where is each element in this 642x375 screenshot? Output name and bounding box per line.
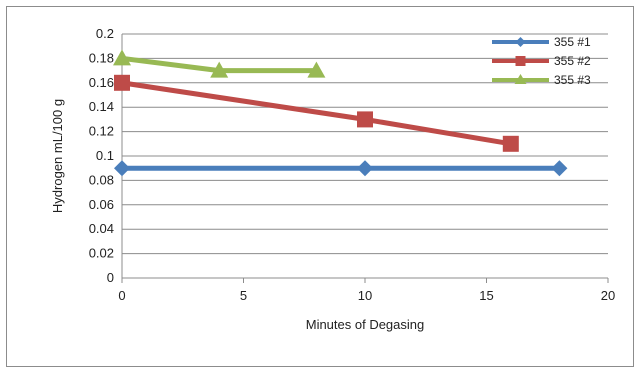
- y-tick-label: 0.06: [89, 197, 114, 212]
- data-point-triangle: [307, 61, 326, 78]
- y-tick-label: 0.12: [89, 124, 114, 139]
- data-point-square: [114, 74, 130, 91]
- y-tick-label: 0.18: [89, 50, 114, 65]
- series-3: [113, 49, 326, 78]
- x-tick-label: 15: [479, 288, 493, 303]
- data-point-diamond: [515, 37, 526, 47]
- series-2: [114, 74, 519, 152]
- data-point-triangle: [113, 49, 131, 66]
- data-point-diamond: [551, 160, 568, 177]
- series-layer: [113, 49, 568, 177]
- legend-label: 355 #1: [554, 35, 591, 49]
- y-axis-title: Hydrogen mL/100 g: [50, 99, 65, 213]
- x-axis-title: Minutes of Degasing: [306, 317, 425, 332]
- legend-entry: 355 #2: [492, 54, 591, 68]
- legend: 355 #1 355 #2 355 #3: [492, 35, 591, 87]
- axes: 0 0.02 0.04 0.06 0.08 0.1 0.12 0.14 0.16 0.18 0.2 0…: [89, 26, 616, 303]
- data-point-square: [502, 135, 519, 152]
- data-point-square: [515, 56, 526, 66]
- data-point-diamond: [114, 160, 130, 177]
- x-tick-label: 20: [601, 288, 615, 303]
- legend-label: 355 #2: [554, 54, 591, 68]
- line-chart: 0 0.02 0.04 0.06 0.08 0.1 0.12 0.14 0.16 0.18 0.2 0…: [50, 26, 616, 332]
- series-line: [121, 80, 512, 147]
- x-tick-label: 5: [240, 288, 247, 303]
- y-tick-label: 0.14: [89, 99, 114, 114]
- y-tick-label: 0.1: [96, 148, 114, 163]
- data-point-diamond: [357, 160, 373, 177]
- y-tick-label: 0: [107, 270, 114, 285]
- x-tick-label: 0: [118, 288, 125, 303]
- chart-frame: 0 0.02 0.04 0.06 0.08 0.1 0.12 0.14 0.16 0.18 0.2 0…: [6, 6, 634, 367]
- data-point-triangle: [210, 61, 229, 78]
- y-tick-label: 0.16: [89, 75, 114, 90]
- y-tick-label: 0.02: [89, 246, 114, 261]
- legend-entry: 355 #1: [492, 35, 591, 49]
- legend-label: 355 #3: [554, 73, 591, 87]
- y-tick-label: 0.04: [89, 221, 114, 236]
- y-tick-label: 0.2: [96, 26, 114, 41]
- series-1: [114, 160, 568, 177]
- x-tick-label: 10: [358, 288, 372, 303]
- data-point-square: [357, 111, 373, 128]
- data-point-triangle: [514, 74, 527, 84]
- y-tick-label: 0.08: [89, 172, 114, 187]
- gridlines: [122, 33, 608, 279]
- legend-entry: 355 #3: [492, 73, 591, 87]
